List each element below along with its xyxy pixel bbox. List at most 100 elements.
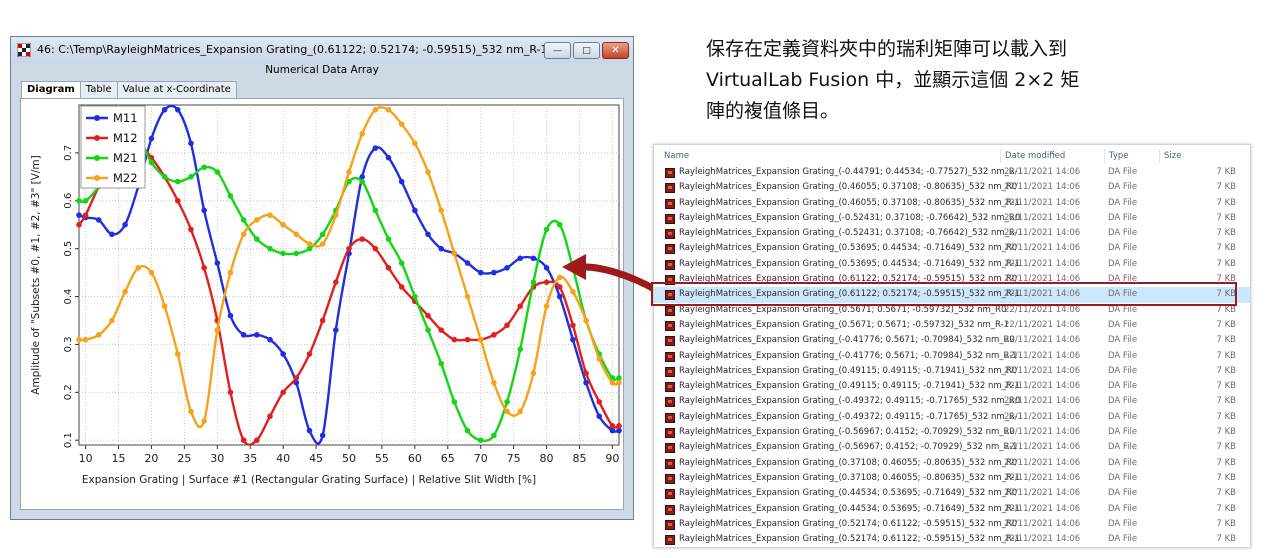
file-type: DA File	[1108, 335, 1138, 346]
window-title: 46: C:\Temp\RayleighMatrices_Expansion G…	[37, 43, 565, 56]
da-file-icon	[665, 198, 675, 209]
da-file-icon	[665, 412, 675, 423]
x-tick-label: 50	[342, 452, 356, 465]
tab-value-at-x[interactable]: Value at x-Coordinate	[116, 81, 237, 99]
window-titlebar[interactable]: 46: C:\Temp\RayleighMatrices_Expansion G…	[11, 37, 633, 63]
line-chart[interactable]: 10 15 20 25 30 35 40 45 50 55 60 65 70 75 80 85 90 0.1 0.2…	[21, 99, 623, 509]
file-row[interactable]: RayleighMatrices_Expansion Grating_(0.53…	[654, 241, 1250, 256]
file-row[interactable]: RayleighMatrices_Expansion Grating_(0.56…	[654, 303, 1250, 318]
data-point-M11	[372, 145, 379, 151]
y-axis-title: Amplitude of "Subsets #0, #1, #2, #3" [V…	[30, 155, 42, 395]
column-size[interactable]: Size	[1164, 151, 1182, 161]
file-type: DA File	[1108, 182, 1138, 193]
file-date-modified: 22/11/2021 14:06	[1004, 472, 1081, 483]
column-divider[interactable]	[1000, 149, 1001, 163]
file-row[interactable]: RayleighMatrices_Expansion Grating_(0.37…	[654, 471, 1250, 486]
file-row[interactable]: RayleighMatrices_Expansion Grating_(0.49…	[654, 379, 1250, 394]
file-name: RayleighMatrices_Expansion Grating_(0.52…	[679, 518, 1018, 529]
file-row[interactable]: RayleighMatrices_Expansion Grating_(0.61…	[654, 272, 1250, 287]
column-type[interactable]: Type	[1109, 151, 1129, 161]
data-point-M12	[293, 375, 300, 381]
tab-table[interactable]: Table	[79, 81, 118, 99]
file-date-modified: 22/11/2021 14:06	[1004, 274, 1081, 285]
data-point-M11	[504, 265, 510, 271]
annotation-line-2: VirtualLab Fusion 中，並顯示這個 2×2 矩	[706, 69, 1080, 91]
file-type: DA File	[1108, 488, 1138, 499]
file-size: 7 KB	[1216, 182, 1236, 193]
file-type: DA File	[1108, 350, 1138, 361]
file-row[interactable]: RayleighMatrices_Expansion Grating_(-0.4…	[654, 349, 1250, 364]
file-row[interactable]: RayleighMatrices_Expansion Grating_(0.46…	[654, 180, 1250, 195]
file-row[interactable]: RayleighMatrices_Expansion Grating_(-0.5…	[654, 211, 1250, 226]
legend-label-M22: M22	[113, 171, 138, 185]
minimize-button[interactable]: —	[544, 42, 571, 59]
file-row[interactable]: RayleighMatrices_Expansion Grating_(-0.4…	[654, 333, 1250, 348]
file-date-modified: 22/11/2021 14:06	[1004, 350, 1081, 361]
data-point-M22	[438, 207, 444, 214]
file-type: DA File	[1108, 319, 1138, 330]
file-row[interactable]: RayleighMatrices_Expansion Grating_(-0.5…	[654, 226, 1250, 241]
data-point-M21	[543, 226, 550, 233]
file-date-modified: 22/11/2021 14:06	[1004, 304, 1081, 315]
file-name: RayleighMatrices_Expansion Grating_(-0.4…	[679, 396, 1021, 407]
file-name: RayleighMatrices_Expansion Grating_(-0.5…	[679, 427, 1015, 438]
file-row[interactable]: RayleighMatrices_Expansion Grating_(0.46…	[654, 196, 1250, 211]
file-row[interactable]: RayleighMatrices_Expansion Grating_(0.52…	[654, 517, 1250, 532]
file-row[interactable]: RayleighMatrices_Expansion Grating_(0.37…	[654, 456, 1250, 471]
file-name: RayleighMatrices_Expansion Grating_(0.46…	[679, 197, 1020, 208]
file-row[interactable]: RayleighMatrices_Expansion Grating_(0.44…	[654, 502, 1250, 517]
data-point-M12	[280, 389, 286, 396]
data-point-M22	[333, 212, 339, 218]
file-type: DA File	[1108, 534, 1138, 545]
legend-label-M11: M11	[113, 111, 138, 125]
data-point-M11	[477, 269, 484, 276]
file-row[interactable]: RayleighMatrices_Expansion Grating_(-0.4…	[654, 165, 1250, 180]
data-point-M11	[122, 221, 128, 228]
file-row[interactable]: RayleighMatrices_Expansion Grating_(-0.4…	[654, 394, 1250, 409]
file-row[interactable]: RayleighMatrices_Expansion Grating_(0.52…	[654, 532, 1250, 547]
maximize-button[interactable]: □	[573, 42, 600, 59]
data-point-M22	[135, 265, 142, 271]
file-size: 7 KB	[1216, 335, 1236, 346]
da-file-icon	[665, 336, 675, 347]
x-tick-label: 40	[276, 452, 290, 465]
da-file-icon	[665, 244, 675, 255]
file-row[interactable]: RayleighMatrices_Expansion Grating_(0.61…	[654, 287, 1250, 303]
file-row[interactable]: RayleighMatrices_Expansion Grating_(0.49…	[654, 364, 1250, 379]
file-row[interactable]: RayleighMatrices_Expansion Grating_(-0.5…	[654, 440, 1250, 455]
column-divider[interactable]	[1104, 149, 1105, 163]
file-row[interactable]: RayleighMatrices_Expansion Grating_(0.44…	[654, 486, 1250, 501]
x-axis-title: Expansion Grating | Surface #1 (Rectangu…	[82, 474, 536, 486]
file-date-modified: 22/11/2021 14:06	[1004, 258, 1081, 269]
data-point-M11	[319, 432, 326, 439]
file-row[interactable]: RayleighMatrices_Expansion Grating_(0.56…	[654, 318, 1250, 333]
data-point-M11	[161, 106, 168, 113]
data-point-M22	[616, 379, 622, 386]
data-point-M22	[517, 408, 524, 415]
data-point-M21	[293, 250, 300, 257]
column-divider[interactable]	[1159, 149, 1160, 163]
file-row[interactable]: RayleighMatrices_Expansion Grating_(-0.5…	[654, 425, 1250, 440]
file-type: DA File	[1108, 503, 1138, 514]
file-date-modified: 22/11/2021 14:06	[1004, 243, 1081, 254]
data-point-M12	[609, 423, 616, 429]
column-date-modified[interactable]: Date modified	[1005, 151, 1066, 161]
x-tick-label: 15	[112, 452, 126, 465]
data-point-M11	[385, 154, 392, 161]
close-button[interactable]: ✕	[602, 42, 629, 59]
file-size: 7 KB	[1216, 427, 1236, 438]
data-array-window: 46: C:\Temp\RayleighMatrices_Expansion G…	[10, 36, 634, 520]
data-point-M11	[214, 260, 221, 266]
data-point-M22	[451, 250, 458, 257]
file-date-modified: 22/11/2021 14:06	[1004, 167, 1081, 177]
selection-highlight-box	[651, 282, 1237, 306]
data-point-M22	[188, 408, 194, 415]
data-point-M22	[556, 274, 563, 281]
file-name: RayleighMatrices_Expansion Grating_(0.37…	[679, 457, 1018, 468]
column-name[interactable]: Name	[664, 151, 690, 161]
data-point-M21	[425, 327, 431, 333]
file-row[interactable]: RayleighMatrices_Expansion Grating_(-0.4…	[654, 410, 1250, 425]
file-row[interactable]: RayleighMatrices_Expansion Grating_(0.53…	[654, 257, 1250, 272]
data-point-M22	[596, 356, 603, 362]
file-type: DA File	[1108, 212, 1138, 223]
